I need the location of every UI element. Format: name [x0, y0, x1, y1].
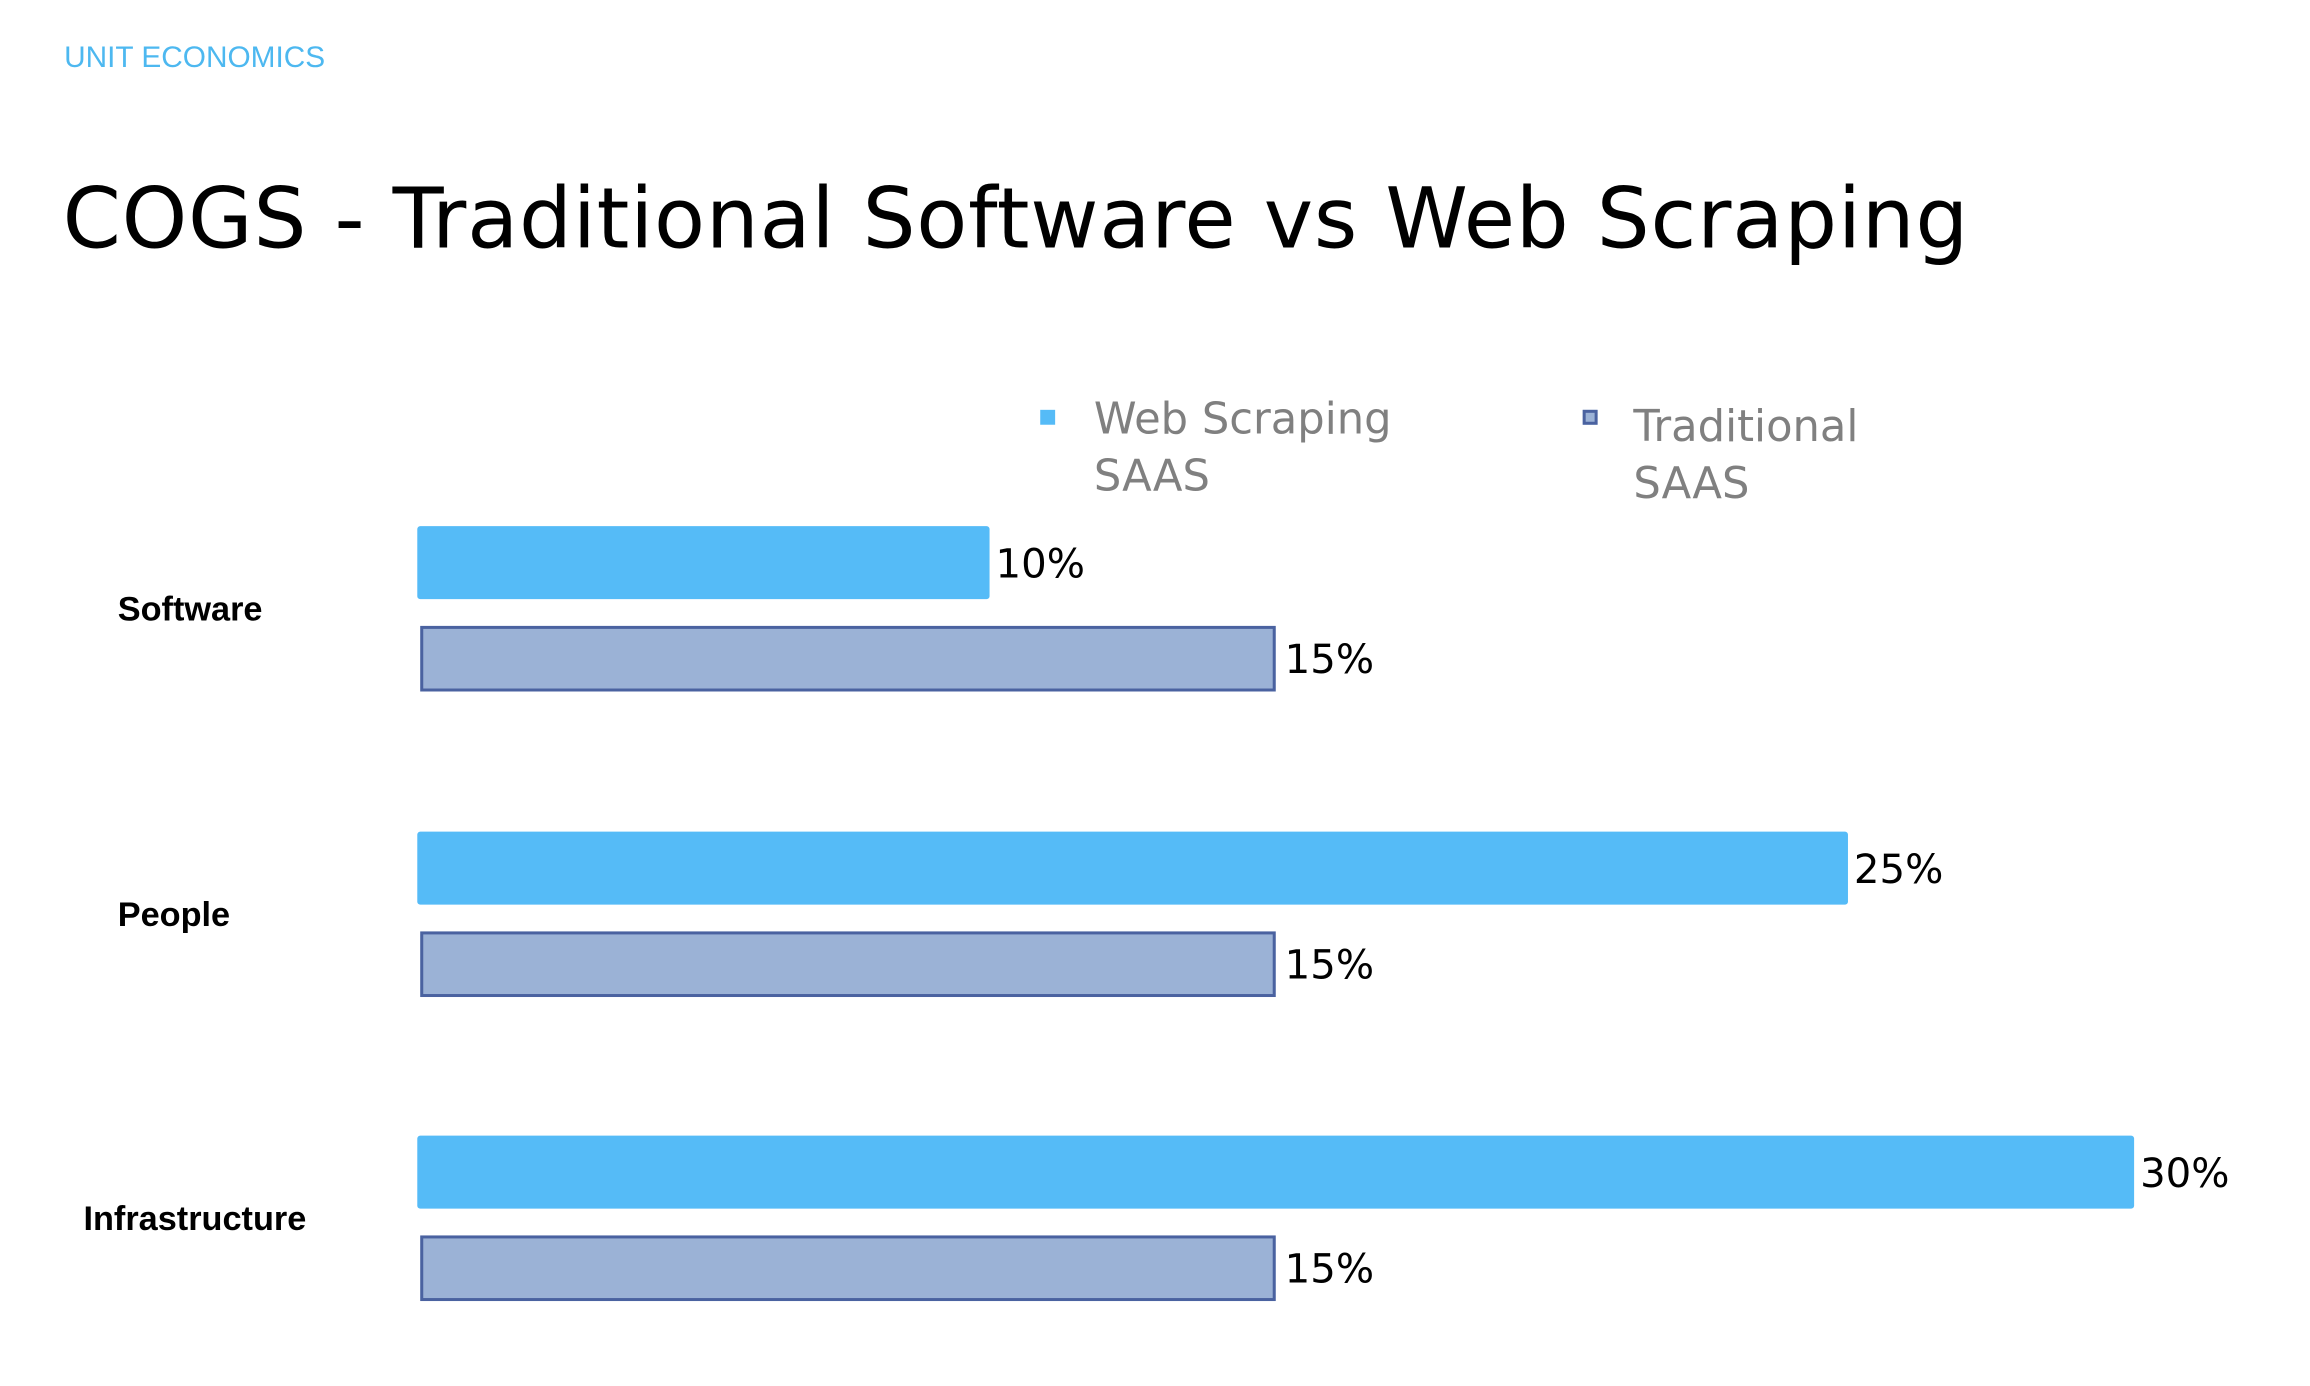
data-label-traditional: 15%: [1284, 941, 1375, 989]
legend-label-traditional-line2: SAAS: [1633, 457, 1750, 509]
data-label-traditional: 15%: [1284, 1246, 1375, 1293]
legend-label-web: Web Scraping SAAS: [1094, 390, 1392, 503]
bar-web-scraping: [417, 830, 1848, 904]
category-label: Infrastructure: [83, 1198, 307, 1238]
category-label: People: [117, 894, 231, 933]
section-label: UNIT ECONOMICS: [64, 41, 326, 75]
data-label-web-scraping: 30%: [2140, 1151, 2230, 1198]
legend-label-traditional: Traditional SAAS: [1633, 398, 1858, 511]
legend-swatch-web: [1040, 409, 1056, 425]
data-label-web-scraping: 25%: [1853, 846, 1944, 893]
legend-label-web-line2: SAAS: [1093, 450, 1210, 501]
bar-web-scraping: [417, 526, 990, 600]
bar-traditional: [420, 1235, 1276, 1302]
legend-label-web-line1: Web Scraping: [1093, 393, 1392, 445]
category-label: Software: [117, 589, 263, 629]
legend-swatch-traditional: [1582, 409, 1598, 425]
bar-web-scraping: [417, 1135, 2135, 1209]
slide-title: COGS - Traditional Software vs Web Scrap…: [62, 171, 1970, 269]
data-label-web-scraping: 10%: [995, 541, 1085, 588]
bar-traditional: [420, 625, 1276, 692]
data-label-traditional: 15%: [1284, 637, 1375, 684]
bar-traditional: [420, 930, 1276, 997]
legend-label-traditional-line1: Traditional: [1633, 400, 1859, 452]
